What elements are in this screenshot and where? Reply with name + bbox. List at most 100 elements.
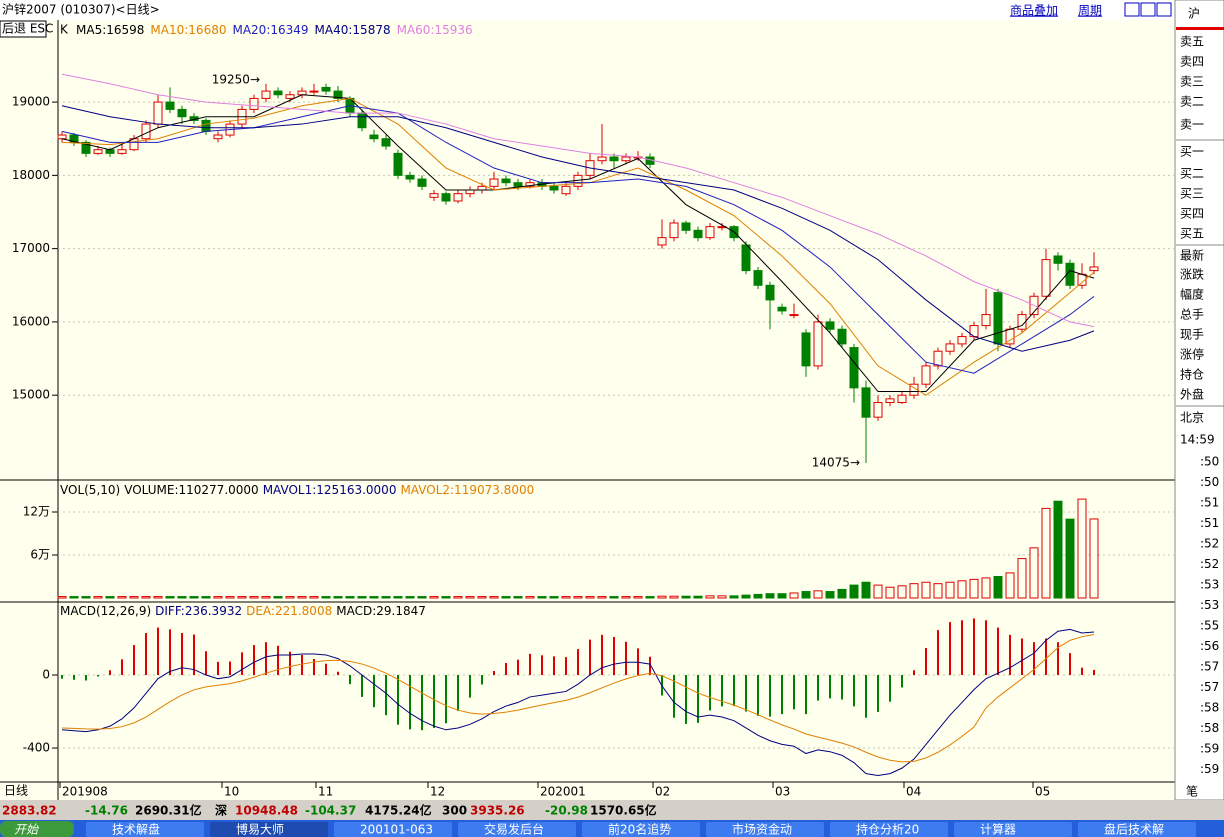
top-bar (0, 0, 1175, 20)
status-item: 300 (442, 804, 467, 818)
side-tick: :56 (1200, 639, 1219, 653)
candle-body (153, 101, 163, 125)
task-button[interactable] (706, 822, 824, 837)
volume-bar (777, 593, 787, 599)
ma-line (61, 105, 1095, 352)
volume-bar (1029, 547, 1039, 599)
candle-body (861, 387, 871, 418)
candle-body (621, 156, 631, 162)
volume-bar (1077, 498, 1087, 599)
candle-body (69, 134, 79, 143)
side-field: 卖五 (1180, 35, 1204, 49)
price-annotation: 19250→ (212, 72, 260, 86)
task-button[interactable] (954, 822, 1072, 837)
volume-bar (489, 596, 499, 599)
candle-body (909, 383, 919, 396)
volume-bar (981, 577, 991, 599)
start-label: 开始 (14, 823, 39, 837)
nav-menu[interactable] (1156, 2, 1172, 17)
candle-body (705, 226, 715, 239)
status-item: 4175.24亿 (365, 803, 432, 818)
overlay-button[interactable]: 商品叠加 (1010, 3, 1058, 18)
candle-body (777, 306, 787, 312)
status-item: -14.76 (85, 804, 128, 818)
volume-bar (177, 596, 187, 599)
nav-left[interactable] (1124, 2, 1140, 17)
back-button[interactable] (0, 20, 47, 38)
task-button[interactable] (458, 822, 576, 837)
nav-right[interactable] (1140, 2, 1156, 17)
side-tick: :59 (1200, 762, 1219, 776)
volume-bar (657, 595, 667, 599)
volume-bar (1017, 558, 1027, 599)
candle-body (513, 182, 523, 187)
side-tick: :57 (1200, 660, 1219, 674)
side-corner: 笔 (1186, 784, 1198, 799)
volume-legend-item: MAVOL1:125163.0000 (263, 483, 397, 497)
task-button[interactable] (86, 822, 204, 837)
volume-bar (345, 596, 355, 599)
side-symbol: 沪 (1188, 7, 1200, 21)
task-button[interactable] (210, 822, 328, 837)
candle-body (981, 314, 991, 327)
volume-bar (273, 596, 283, 599)
volume-bar (873, 584, 883, 599)
task-button[interactable] (334, 822, 452, 837)
candle-body (897, 394, 907, 404)
period-button[interactable]: 周期 (1078, 4, 1102, 18)
volume-bar (729, 595, 739, 599)
candle-body (417, 178, 427, 187)
volume-bar (1065, 518, 1075, 599)
side-tick: :58 (1200, 701, 1219, 715)
candle-body (477, 185, 487, 191)
volume-bar (609, 596, 619, 599)
back-label: 后退 ESC (2, 22, 53, 36)
side-tick: :59 (1200, 742, 1219, 756)
volume-bar (225, 596, 235, 599)
start-button[interactable] (0, 821, 74, 837)
candle-body (957, 336, 967, 345)
volume-bar (393, 596, 403, 599)
side-field: 卖四 (1180, 55, 1204, 69)
side-time: 14:59 (1180, 433, 1215, 447)
ma-legend-item: MA5:16598 (76, 23, 144, 37)
volume-bar (405, 596, 415, 599)
candle-body (309, 90, 319, 93)
candle-body (609, 156, 619, 162)
volume-bar (141, 596, 151, 599)
volume-bar (801, 591, 811, 599)
candle-body (945, 343, 955, 352)
volume-bar (213, 596, 223, 599)
volume-bar (705, 595, 715, 599)
side-tick: :58 (1200, 721, 1219, 735)
x-tick-label: 05 (1035, 785, 1050, 799)
task-button[interactable] (582, 822, 700, 837)
volume-bar (369, 596, 379, 599)
candle-body (273, 90, 283, 96)
candle-body (873, 402, 883, 418)
volume-bar (933, 583, 943, 599)
x-tick-label: 12 (430, 785, 445, 799)
task-button[interactable] (1078, 822, 1196, 837)
status-item: 10948.48 (235, 804, 298, 818)
y-tick-label: 18000 (12, 168, 50, 182)
candle-body (501, 178, 511, 184)
candle-body (213, 134, 223, 140)
volume-bar (525, 596, 535, 599)
side-field: 涨停 (1180, 347, 1204, 362)
volume-bar (1053, 500, 1063, 599)
volume-bar (561, 596, 571, 599)
side-field: 卖二 (1180, 95, 1204, 109)
volume-bar (753, 593, 763, 599)
volume-bar (105, 596, 115, 599)
y-tick-label: 6万 (30, 547, 50, 561)
candle-body (261, 90, 271, 99)
candle-body (453, 193, 463, 202)
status-item: 1570.65亿 (590, 803, 657, 818)
candle-body (369, 134, 379, 140)
volume-bar (357, 596, 367, 599)
side-tick: :51 (1200, 516, 1219, 530)
candle-body (765, 284, 775, 301)
task-button[interactable] (830, 822, 948, 837)
